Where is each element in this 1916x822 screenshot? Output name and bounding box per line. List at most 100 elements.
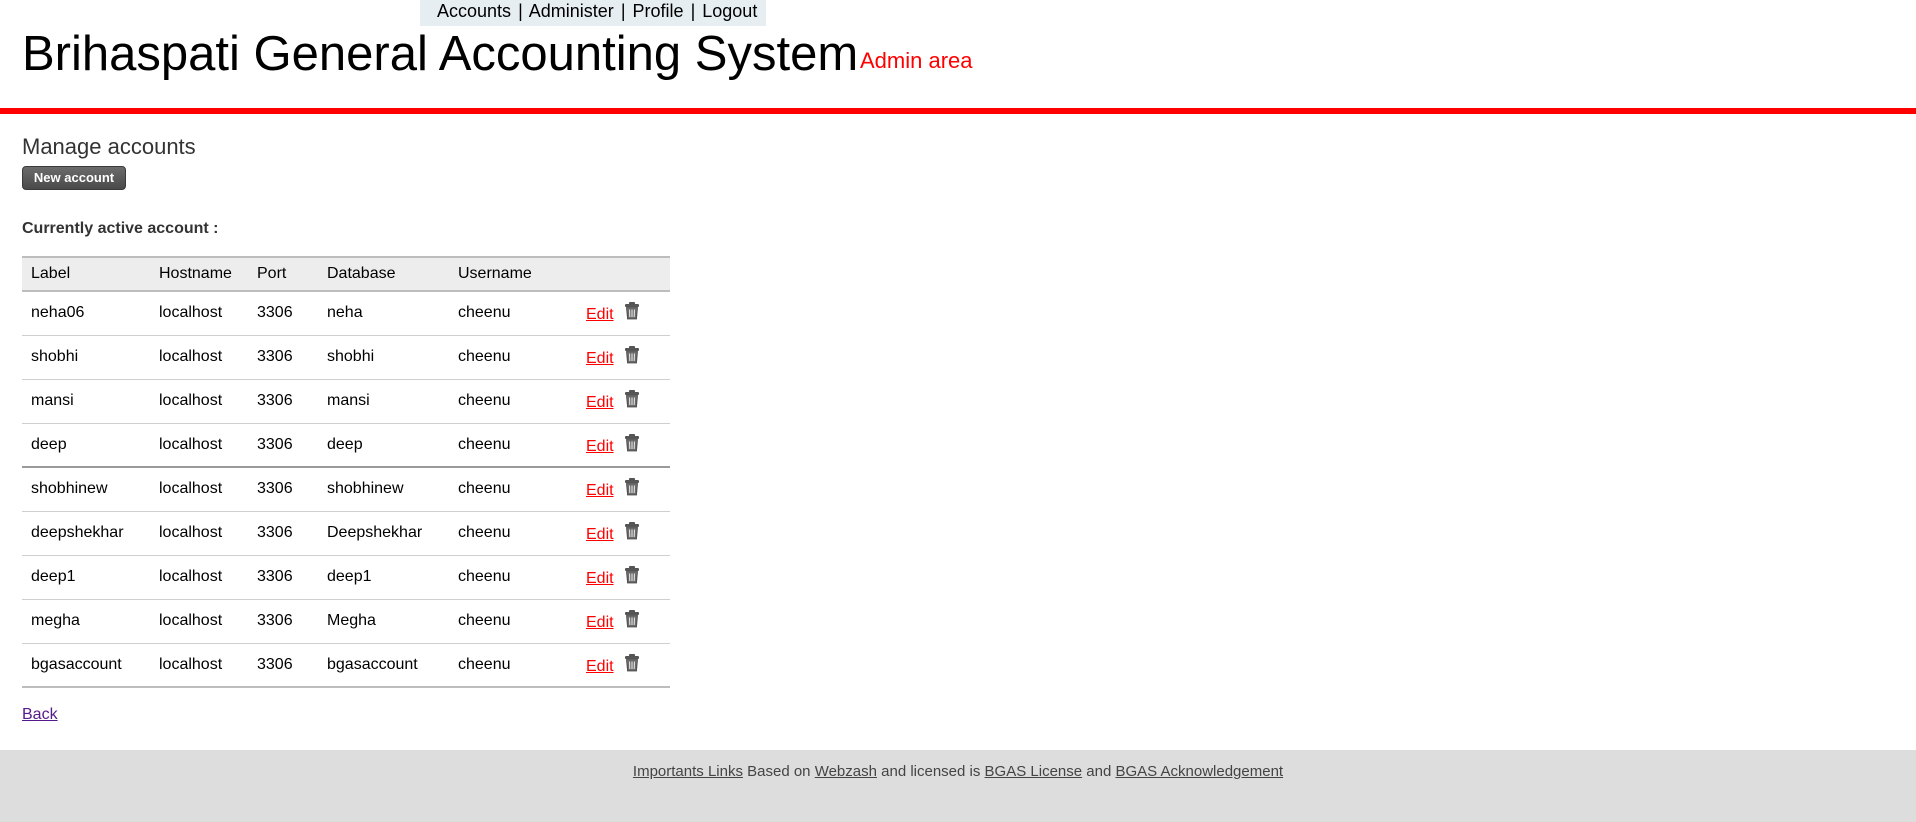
cell-label: deep1 xyxy=(31,568,76,585)
back-link[interactable]: Back xyxy=(22,706,58,723)
cell-port: 3306 xyxy=(257,524,293,541)
cell-hostname: localhost xyxy=(159,568,223,585)
cell-label: deepshekhar xyxy=(31,524,124,541)
table-row: mansi localhost 3306 mansi cheenu Edit xyxy=(22,379,670,423)
cell-hostname: localhost xyxy=(159,392,223,409)
edit-link[interactable]: Edit xyxy=(586,657,614,675)
header-divider xyxy=(0,108,1916,114)
cell-actions: Edit xyxy=(577,511,670,555)
cell-database: shobhi xyxy=(327,348,375,365)
cell-actions: Edit xyxy=(577,643,670,687)
edit-link[interactable]: Edit xyxy=(586,350,614,368)
cell-port: 3306 xyxy=(257,304,293,322)
cell-username: cheenu xyxy=(458,392,511,409)
table-row: megha localhost 3306 Megha cheenu Edit xyxy=(22,599,670,643)
footer-bgas-license-link[interactable]: BGAS License xyxy=(984,763,1083,780)
cell-actions: Edit xyxy=(577,423,670,467)
trash-icon[interactable] xyxy=(624,345,640,364)
edit-link[interactable]: Edit xyxy=(586,394,614,412)
trash-icon[interactable] xyxy=(624,565,640,584)
column-header-database: Database xyxy=(318,256,449,292)
trash-icon[interactable] xyxy=(624,653,640,672)
cell-username: cheenu xyxy=(458,348,511,365)
cell-hostname: localhost xyxy=(159,304,223,322)
column-header-label: Label xyxy=(22,256,150,292)
accounts-table: Label Hostname Port Database Username ne… xyxy=(22,256,670,688)
column-header-actions xyxy=(577,256,670,292)
cell-hostname: localhost xyxy=(159,480,223,498)
cell-port: 3306 xyxy=(257,480,293,498)
nav-accounts[interactable]: Accounts xyxy=(437,1,512,21)
table-row: shobhinew localhost 3306 shobhinew cheenu Edi… xyxy=(22,467,670,511)
cell-database: deep1 xyxy=(327,568,372,585)
column-header-hostname: Hostname xyxy=(150,256,248,292)
cell-label: shobhinew xyxy=(31,480,108,498)
table-row: deepshekhar localhost 3306 Deepshekhar cheen… xyxy=(22,511,670,555)
edit-link[interactable]: Edit xyxy=(586,614,614,632)
cell-actions: Edit xyxy=(577,467,670,511)
cell-hostname: localhost xyxy=(159,348,223,365)
cell-username: cheenu xyxy=(458,568,511,585)
trash-icon[interactable] xyxy=(624,302,640,320)
footer-webzash-link[interactable]: Webzash xyxy=(814,763,877,780)
site-title: Brihaspati General Accounting System xyxy=(22,27,859,81)
cell-port: 3306 xyxy=(257,568,293,585)
cell-username: cheenu xyxy=(458,655,511,673)
cell-label: neha06 xyxy=(31,304,85,322)
cell-port: 3306 xyxy=(257,348,293,365)
edit-link[interactable]: Edit xyxy=(586,526,614,544)
cell-username: cheenu xyxy=(458,480,511,498)
edit-link[interactable]: Edit xyxy=(586,437,614,455)
cell-label: bgasaccount xyxy=(31,655,122,673)
table-row: shobhi localhost 3306 shobhi cheenu Edit xyxy=(22,335,670,379)
column-header-username: Username xyxy=(449,256,577,292)
footer-text: and licensed is xyxy=(881,763,981,780)
nav-profile[interactable]: Profile xyxy=(632,1,684,21)
table-row: deep1 localhost 3306 deep1 cheenu Edit xyxy=(22,555,670,599)
cell-hostname: localhost xyxy=(159,655,223,673)
cell-actions: Edit xyxy=(577,335,670,379)
cell-username: cheenu xyxy=(458,524,511,541)
cell-hostname: localhost xyxy=(159,612,223,629)
trash-icon[interactable] xyxy=(624,478,640,496)
new-account-button[interactable]: New account xyxy=(22,166,126,190)
nav-administer[interactable]: Administer xyxy=(528,1,614,21)
cell-hostname: localhost xyxy=(159,524,223,541)
cell-actions: Edit xyxy=(577,291,670,335)
cell-label: mansi xyxy=(31,392,74,409)
page-title: Manage accounts xyxy=(22,134,196,159)
edit-link[interactable]: Edit xyxy=(586,482,614,500)
cell-actions: Edit xyxy=(577,555,670,599)
nav-logout[interactable]: Logout xyxy=(702,1,758,21)
cell-port: 3306 xyxy=(257,392,293,409)
edit-link[interactable]: Edit xyxy=(586,306,614,324)
cell-username: cheenu xyxy=(458,612,511,629)
trash-icon[interactable] xyxy=(624,389,640,408)
footer-text: and xyxy=(1086,763,1112,780)
cell-label: megha xyxy=(31,612,80,629)
edit-link[interactable]: Edit xyxy=(586,570,614,588)
cell-actions: Edit xyxy=(577,379,670,423)
table-row: neha06 localhost 3306 neha cheenu Edit xyxy=(22,291,670,335)
table-header-row: Label Hostname Port Database Username xyxy=(22,256,670,292)
footer-bgas-acknowledgement-link[interactable]: BGAS Acknowledgement xyxy=(1115,763,1284,780)
cell-username: cheenu xyxy=(458,435,511,453)
cell-port: 3306 xyxy=(257,655,293,673)
footer-text: Based on xyxy=(747,763,811,780)
top-nav: Accounts | Administer | Profile | Logout xyxy=(420,0,766,26)
cell-label: shobhi xyxy=(31,348,79,365)
footer-important-links[interactable]: Importants Links xyxy=(632,763,743,780)
cell-database: shobhinew xyxy=(327,480,404,498)
nav-separator: | xyxy=(620,1,626,21)
footer: Importants Links Based on Webzash and li… xyxy=(0,750,1916,822)
cell-database: deep xyxy=(327,435,363,453)
trash-icon[interactable] xyxy=(624,433,640,452)
trash-icon[interactable] xyxy=(624,521,640,540)
nav-separator: | xyxy=(518,1,523,21)
cell-port: 3306 xyxy=(257,435,293,453)
cell-database: neha xyxy=(327,304,363,322)
cell-username: cheenu xyxy=(458,304,511,322)
trash-icon[interactable] xyxy=(624,609,640,628)
nav-separator: | xyxy=(690,1,696,21)
cell-port: 3306 xyxy=(257,612,293,629)
